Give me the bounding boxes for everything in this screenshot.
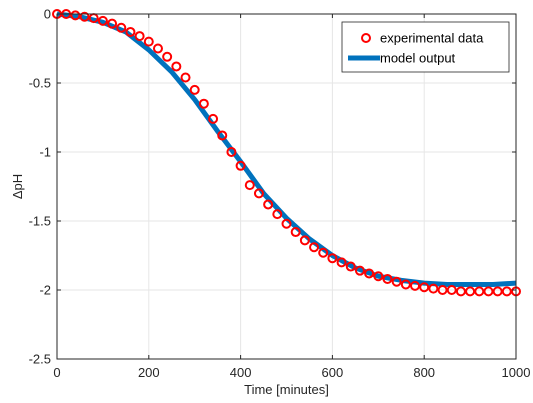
data-point-experimental bbox=[162, 51, 173, 62]
data-point-experimental bbox=[400, 279, 411, 290]
data-point-experimental bbox=[70, 10, 81, 21]
data-point-experimental bbox=[309, 242, 320, 253]
y-axis-label: ΔpH bbox=[10, 174, 25, 199]
data-point-experimental bbox=[198, 98, 209, 109]
data-point-experimental bbox=[501, 286, 512, 297]
y-tick-label: -2.5 bbox=[29, 352, 51, 367]
x-tick-label: 800 bbox=[413, 365, 435, 380]
data-point-experimental bbox=[483, 286, 494, 297]
data-point-experimental bbox=[253, 188, 264, 199]
y-tick-label: -2 bbox=[39, 283, 51, 298]
data-point-experimental bbox=[171, 61, 182, 72]
data-point-experimental bbox=[97, 15, 108, 26]
data-point-experimental bbox=[107, 18, 118, 29]
data-point-experimental bbox=[244, 180, 255, 191]
data-point-experimental bbox=[364, 268, 375, 279]
legend-entry-model: model output bbox=[380, 51, 456, 66]
data-point-experimental bbox=[143, 36, 154, 47]
plot-frame bbox=[56, 13, 517, 360]
y-tick-label: -0.5 bbox=[29, 76, 51, 91]
series-line-model-output bbox=[56, 11, 517, 287]
legend-marker-experimental bbox=[361, 33, 371, 43]
data-point-experimental bbox=[474, 286, 485, 297]
data-point-experimental bbox=[134, 31, 145, 42]
data-point-experimental bbox=[345, 261, 356, 272]
data-point-experimental bbox=[125, 26, 136, 37]
data-point-experimental bbox=[327, 253, 338, 264]
data-point-experimental bbox=[354, 265, 365, 276]
x-axis-label: Time [minutes] bbox=[244, 382, 329, 397]
data-point-experimental bbox=[318, 247, 329, 258]
data-point-experimental bbox=[373, 271, 384, 282]
data-point-experimental bbox=[391, 276, 402, 287]
data-point-experimental bbox=[217, 130, 228, 141]
data-point-experimental bbox=[272, 209, 283, 220]
legend-entry-experimental: experimental data bbox=[380, 31, 484, 46]
x-tick-label: 600 bbox=[322, 365, 344, 380]
data-point-experimental bbox=[336, 257, 347, 268]
data-point-experimental bbox=[290, 227, 301, 238]
data-point-experimental bbox=[492, 286, 503, 297]
x-tick-label: 1000 bbox=[502, 365, 531, 380]
data-point-experimental bbox=[79, 11, 90, 22]
data-point-experimental bbox=[116, 22, 127, 33]
data-point-experimental bbox=[263, 199, 274, 210]
data-point-experimental bbox=[208, 113, 219, 124]
data-point-experimental bbox=[152, 43, 163, 54]
data-point-experimental bbox=[465, 286, 476, 297]
legend-box bbox=[341, 21, 510, 73]
data-point-experimental bbox=[446, 285, 457, 295]
data-point-experimental bbox=[382, 273, 393, 284]
x-tick-label: 0 bbox=[53, 365, 60, 380]
data-point-experimental bbox=[235, 160, 246, 171]
x-tick-label: 200 bbox=[138, 365, 160, 380]
data-point-experimental bbox=[428, 283, 439, 294]
y-tick-label: 0 bbox=[44, 7, 51, 22]
data-point-experimental bbox=[226, 147, 237, 157]
data-point-experimental bbox=[281, 218, 292, 229]
y-tick-label: -1 bbox=[39, 145, 51, 160]
data-point-experimental bbox=[455, 286, 466, 297]
data-point-experimental bbox=[180, 72, 191, 83]
data-point-experimental bbox=[299, 235, 310, 246]
y-tick-label: -1.5 bbox=[29, 214, 51, 229]
x-tick-label: 400 bbox=[230, 365, 252, 380]
data-point-experimental bbox=[189, 84, 200, 95]
legend: experimental data model output bbox=[341, 21, 510, 73]
data-point-experimental bbox=[437, 285, 448, 295]
axis-ticks: 0 200 400 600 800 1000 0 -0.5 -1 -1.5 -2 -2.5 bbox=[29, 7, 531, 381]
data-point-experimental bbox=[419, 282, 430, 293]
data-point-experimental bbox=[410, 280, 421, 291]
